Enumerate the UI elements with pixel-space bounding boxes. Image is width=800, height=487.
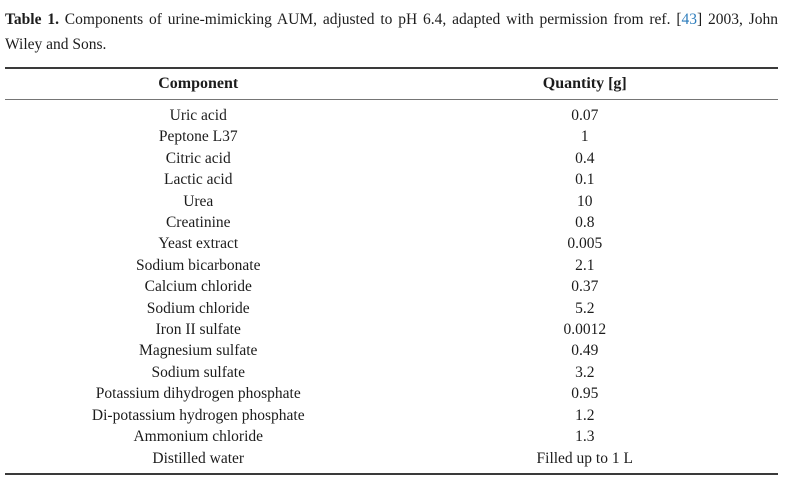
component-cell: Distilled water <box>152 449 245 467</box>
component-cell: Ammonium chloride <box>133 428 264 446</box>
table-row: Iron II sulfate 0.0012 <box>5 319 778 340</box>
table-row: Ammonium chloride 1.3 <box>5 426 778 447</box>
column-header-component: Component <box>5 68 392 100</box>
component-cell: Di-potassium hydrogen phosphate <box>91 406 305 424</box>
component-cell: Calcium chloride <box>144 278 252 296</box>
quantity-cell: 0.07 <box>571 107 599 124</box>
table-row: Peptone L37 1 <box>5 126 778 147</box>
components-table: Component Quantity [g] Uric acid 0.07 Pept… <box>5 67 778 475</box>
table-row: Magnesium sulfate 0.49 <box>5 340 778 361</box>
table-row: Sodium sulfate 3.2 <box>5 362 778 383</box>
table-row: Calcium chloride 0.37 <box>5 276 778 297</box>
table-body: Uric acid 0.07 Peptone L37 1 Citric acid 0.4 L… <box>5 100 778 474</box>
quantity-cell: 0.005 <box>567 235 603 253</box>
component-cell: Creatinine <box>165 214 231 232</box>
table-caption-label: Table 1. <box>5 11 59 28</box>
table-row: Urea 10 <box>5 191 778 212</box>
component-cell: Sodium bicarbonate <box>136 256 261 274</box>
table-row: Uric acid 0.07 <box>5 100 778 127</box>
component-cell: Urea <box>183 192 214 210</box>
quantity-cell: 10 <box>577 192 593 210</box>
quantity-cell: 0.4 <box>575 149 595 167</box>
table-row: Lactic acid 0.1 <box>5 169 778 190</box>
table-row: Yeast extract 0.005 <box>5 233 778 254</box>
table-row: Sodium chloride 5.2 <box>5 298 778 319</box>
table-row: Citric acid 0.4 <box>5 148 778 169</box>
component-cell: Yeast extract <box>158 235 239 253</box>
quantity-cell: Filled up to 1 L <box>536 449 633 467</box>
table-row: Di-potassium hydrogen phosphate 1.2 <box>5 405 778 426</box>
table-row: Creatinine 0.8 <box>5 212 778 233</box>
component-cell: Potassium dihydrogen phosphate <box>95 385 301 403</box>
quantity-cell: 0.8 <box>575 214 595 232</box>
table-caption-text-after-ref: ] 2003, John Wiley and Sons. <box>5 11 778 53</box>
quantity-cell: 2.1 <box>575 256 595 274</box>
table-row: Sodium bicarbonate 2.1 <box>5 255 778 276</box>
quantity-cell: 1.3 <box>575 428 595 446</box>
quantity-cell: 0.0012 <box>563 321 607 339</box>
table-block: Table 1. Components of urine-mimicking A… <box>5 0 778 475</box>
table-caption: Table 1. Components of urine-mimicking A… <box>5 7 778 57</box>
component-cell: Sodium sulfate <box>151 363 245 381</box>
component-cell: Magnesium sulfate <box>139 342 258 360</box>
component-cell: Iron II sulfate <box>155 321 241 339</box>
citation-ref-link[interactable]: 43 <box>681 11 697 28</box>
quantity-cell: 0.1 <box>575 171 595 189</box>
column-header-quantity: Quantity [g] <box>391 68 778 100</box>
quantity-cell: 0.95 <box>571 385 599 403</box>
quantity-cell: 0.49 <box>571 342 599 360</box>
quantity-cell: 1.2 <box>575 406 595 424</box>
component-cell: Uric acid <box>169 107 227 124</box>
component-cell: Lactic acid <box>164 171 233 189</box>
table-row: Potassium dihydrogen phosphate 0.95 <box>5 383 778 404</box>
header-row: Component Quantity [g] <box>5 68 778 100</box>
component-cell: Sodium chloride <box>146 299 250 317</box>
quantity-cell: 3.2 <box>575 363 595 381</box>
component-cell: Citric acid <box>165 149 231 167</box>
table-head: Component Quantity [g] <box>5 68 778 100</box>
quantity-cell: 0.37 <box>571 278 599 296</box>
table-row: Distilled water Filled up to 1 L <box>5 448 778 474</box>
table-caption-text-before-ref: Components of urine-mimicking AUM, adjus… <box>58 11 682 28</box>
component-cell: Peptone L37 <box>158 128 238 146</box>
quantity-cell: 5.2 <box>575 299 595 317</box>
quantity-cell: 1 <box>580 128 589 146</box>
